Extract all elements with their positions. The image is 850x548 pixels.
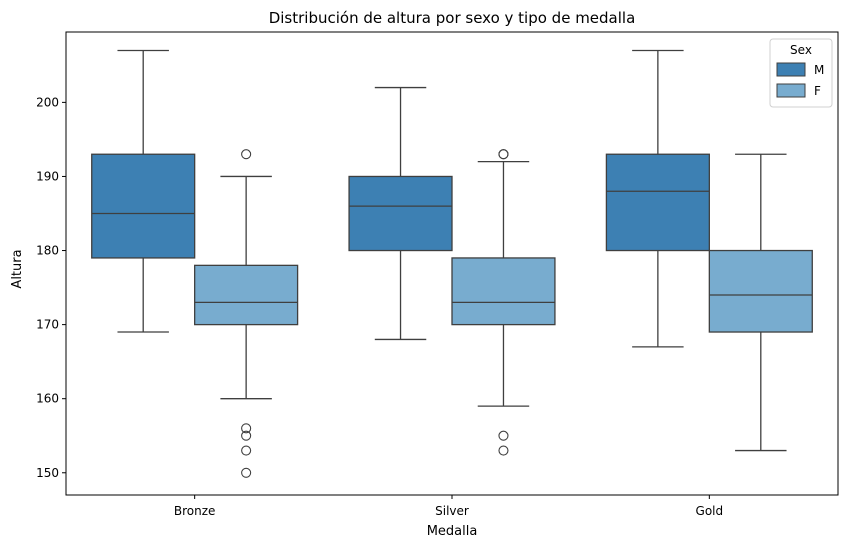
box-silver-f (451, 149, 556, 456)
box-gold-f (708, 153, 813, 452)
outlier-point (241, 467, 252, 478)
legend-label-m: M (814, 63, 824, 77)
box-iqr (605, 153, 710, 252)
box-iqr (194, 264, 299, 326)
x-tick-label: Bronze (174, 504, 216, 518)
legend-title: Sex (790, 43, 812, 57)
box-iqr (348, 175, 453, 252)
box-bronze-f (194, 149, 299, 478)
outlier-point (498, 149, 509, 160)
box-iqr (91, 153, 196, 259)
y-axis-label: Altura (10, 249, 25, 288)
x-axis: Bronze Silver Gold (174, 495, 723, 518)
x-tick-label: Silver (435, 504, 469, 518)
box-iqr (451, 257, 556, 326)
box-iqr (708, 249, 813, 333)
outlier-point (241, 423, 252, 434)
legend-label-f: F (814, 84, 821, 98)
y-tick-label: 190 (36, 169, 59, 183)
box-silver-m (348, 86, 453, 341)
outlier-point (498, 445, 509, 456)
box-bronze-m (91, 49, 196, 333)
outlier-point (241, 149, 252, 160)
y-tick-label: 150 (36, 466, 59, 480)
x-tick-label: Gold (696, 504, 724, 518)
plot-area (65, 31, 839, 496)
chart-title: Distribución de altura por sexo y tipo d… (269, 9, 636, 27)
outlier-point (241, 445, 252, 456)
outlier-point (241, 430, 252, 441)
y-tick-label: 160 (36, 392, 59, 406)
outlier-point (498, 430, 509, 441)
legend-swatch-m (776, 62, 806, 77)
legend-swatch-f (776, 83, 806, 98)
y-tick-label: 170 (36, 318, 59, 332)
y-tick-label: 180 (36, 244, 59, 258)
x-axis-label: Medalla (427, 524, 478, 539)
y-axis: 150 160 170 180 190 200 (36, 95, 66, 480)
y-tick-label: 200 (36, 95, 59, 109)
box-gold-m (605, 49, 710, 348)
